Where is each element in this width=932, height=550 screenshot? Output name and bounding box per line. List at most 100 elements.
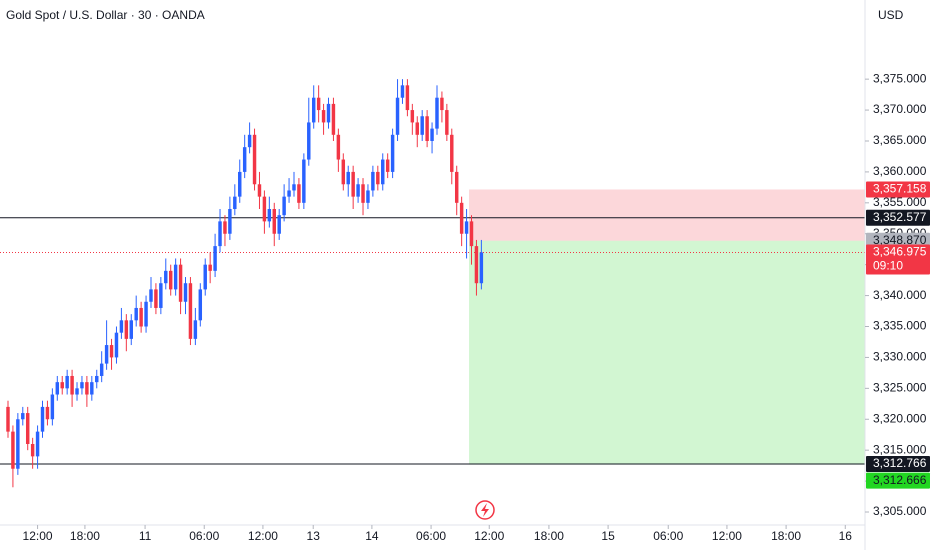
candle-body	[297, 184, 301, 203]
candle-body	[119, 320, 124, 333]
candle-body	[321, 110, 326, 123]
x-tick-label: 13	[307, 529, 321, 543]
candle-body	[242, 147, 247, 172]
candles	[6, 79, 484, 488]
candle-body	[450, 134, 454, 172]
y-tick-label: 3,340.000	[873, 288, 927, 302]
x-tick-label: 06:00	[653, 529, 683, 543]
candle-body	[351, 171, 355, 197]
currency[interactable]: USD	[878, 8, 904, 22]
candle-body	[104, 345, 109, 364]
candle-body	[420, 116, 424, 135]
candle-body	[168, 270, 173, 290]
candle-body	[262, 196, 267, 222]
candle-body	[464, 221, 469, 234]
candle-body	[144, 301, 148, 327]
candle-body	[390, 134, 395, 172]
candle-body	[287, 190, 291, 197]
candle-body	[440, 97, 444, 111]
candle-body	[50, 394, 55, 420]
candle-body	[405, 85, 410, 111]
candle-body	[415, 122, 419, 135]
candle-body	[124, 320, 129, 339]
candle-body	[173, 264, 178, 290]
x-tick-label: 18:00	[771, 529, 801, 543]
candle-body	[178, 264, 183, 302]
candle-body	[311, 97, 316, 123]
price-tag	[866, 244, 930, 275]
x-tick-label: 12:00	[23, 529, 53, 543]
candle-body	[341, 159, 346, 185]
candle-body	[25, 413, 30, 444]
x-tick-label: 16	[839, 529, 853, 543]
y-tick-label: 3,370.000	[873, 102, 927, 116]
candle-body	[479, 252, 484, 284]
candle-body	[228, 209, 232, 234]
x-tick-label: 18:00	[534, 529, 564, 543]
candle-body	[16, 419, 20, 469]
candle-body	[252, 134, 257, 185]
candle-body	[316, 97, 321, 111]
candle-body	[90, 382, 94, 395]
x-tick-label: 12:00	[474, 529, 504, 543]
candle-body	[247, 134, 252, 148]
candle-body	[80, 382, 84, 389]
candle-body	[445, 110, 449, 135]
candle-body	[435, 97, 439, 129]
candle-body	[366, 190, 370, 203]
candle-body	[95, 375, 99, 383]
price-tag	[866, 181, 930, 198]
candle-body	[425, 116, 429, 141]
candle-body	[149, 289, 153, 302]
candle-body	[395, 97, 400, 135]
candle-body	[109, 345, 114, 358]
y-tick-label: 3,315.000	[873, 442, 927, 456]
candle-body	[292, 184, 296, 191]
x-tick-label: 11	[139, 529, 152, 543]
candle-body	[208, 264, 212, 271]
candle-body	[85, 382, 89, 395]
price-tag-label: 3,312.666	[873, 473, 927, 487]
candle-body	[6, 406, 10, 432]
candle-body	[267, 209, 272, 222]
candle-body	[203, 264, 207, 290]
candle-body	[164, 270, 168, 284]
candle-body	[400, 85, 405, 98]
candle-body	[45, 406, 50, 420]
price-tag	[866, 209, 930, 226]
candle-body	[307, 122, 311, 160]
candle-body	[154, 289, 158, 308]
candle-body	[139, 307, 143, 327]
candle-body	[331, 103, 336, 135]
candle-body	[361, 184, 365, 203]
candle-body	[60, 382, 64, 389]
candle-body	[376, 171, 380, 185]
candle-body	[21, 413, 25, 420]
candle-body	[65, 375, 69, 389]
candle-body	[302, 159, 306, 203]
candle-body	[474, 246, 479, 284]
y-tick-label: 3,355.000	[873, 195, 927, 209]
price-tag-label: 3,312.766	[873, 456, 927, 470]
candle-body	[223, 221, 227, 234]
countdown: 09:10	[873, 259, 903, 273]
candle-body	[129, 320, 133, 339]
axes: 3,305.0003,310.0003,315.0003,320.0003,32…	[23, 71, 930, 543]
candle-body	[193, 320, 198, 339]
candle-body	[30, 443, 35, 457]
candle-body	[218, 221, 222, 247]
candle-body	[381, 159, 385, 185]
candle-body	[430, 128, 434, 141]
candle-body	[188, 283, 193, 339]
candle-body	[469, 221, 474, 247]
position-zones	[469, 189, 865, 465]
price-tag-label: 3,346.975	[873, 245, 927, 259]
target-zone	[469, 240, 865, 465]
y-tick-label: 3,320.000	[873, 411, 927, 425]
price-tag-label: 3,352.577	[873, 210, 927, 224]
alert-icon[interactable]	[475, 500, 495, 520]
candle-body	[277, 215, 281, 234]
y-tick-label: 3,335.000	[873, 319, 927, 333]
